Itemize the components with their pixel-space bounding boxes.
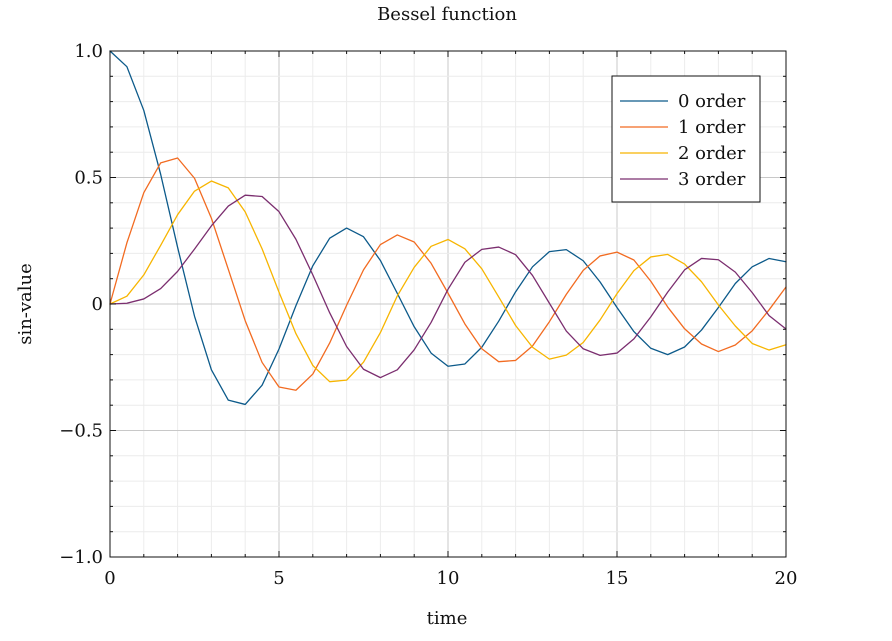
y-tick-label: 0.5	[74, 168, 103, 189]
series-line-order-2	[109, 180, 787, 383]
y-tick-label: −0.5	[59, 421, 103, 442]
x-tick-label: 20	[775, 568, 798, 589]
chart-title: Bessel function	[377, 4, 517, 25]
legend-label-order-0: 0 order	[678, 91, 746, 112]
y-tick-label: 1.0	[74, 41, 103, 62]
y-tick-label: 0	[92, 294, 103, 315]
legend-box	[611, 75, 761, 203]
x-tick-label: 0	[104, 568, 115, 589]
series-layer	[109, 50, 787, 406]
y-axis-title: sin-value	[15, 263, 36, 345]
legend-label-order-3: 3 order	[678, 169, 746, 190]
x-tick-label: 15	[606, 568, 629, 589]
x-tick-label: 5	[273, 568, 284, 589]
x-axis-title: time	[427, 608, 468, 629]
legend-label-order-2: 2 order	[678, 143, 746, 164]
legend: 0 order 1 order 2 order 3 order	[611, 75, 761, 203]
legend-label-order-1: 1 order	[678, 117, 746, 138]
y-tick-label: −1.0	[59, 547, 103, 568]
ticks-layer: 0 5 10 15 20 −1.0 −0.5 0 0.5 1.0	[59, 41, 797, 589]
x-tick-label: 10	[437, 568, 460, 589]
series-line-order-3	[109, 194, 787, 379]
series-line-order-0	[109, 50, 787, 406]
series-line-order-1	[109, 157, 787, 391]
